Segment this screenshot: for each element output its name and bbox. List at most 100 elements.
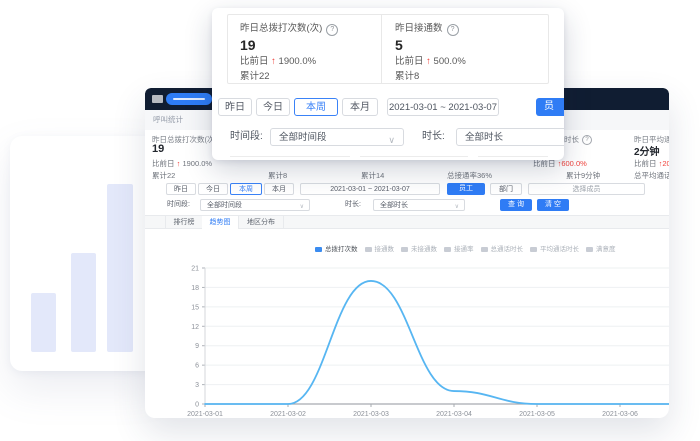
employee-button[interactable]: 员工	[447, 183, 485, 195]
help-icon[interactable]: ?	[326, 24, 339, 36]
member-select-input[interactable]: 选择成员	[528, 183, 645, 195]
popup-stat-box: 昨日总拨打次数(次)? 19 比前日 ↑ 1900.0% 累计22 昨日接通数?…	[227, 14, 549, 84]
chart-legend: 总拨打次数 接通数 未接通数 接通率 总通话时长 平均通话时长 满意度	[315, 238, 623, 253]
x-axis-label: 2021-03-01	[187, 411, 223, 418]
period-select[interactable]: 全部时间段 ∨	[270, 128, 404, 146]
stat-total: 累计22	[240, 71, 270, 82]
tab-bar: 排行榜 趋势图 地区分布	[145, 215, 669, 229]
legend-marker	[315, 246, 322, 252]
y-axis-label: 0	[195, 402, 199, 409]
help-icon[interactable]: ?	[582, 135, 592, 145]
x-axis-label: 2021-03-05	[519, 411, 555, 418]
employee-button-clipped[interactable]: 员	[536, 98, 564, 116]
clear-button[interactable]: 清 空	[537, 199, 569, 211]
range-week-button[interactable]: 本周	[294, 98, 338, 116]
legend-item[interactable]: 总拨打次数	[315, 246, 358, 253]
x-axis-label: 2021-03-02	[270, 411, 306, 418]
duration-label: 时长:	[345, 201, 361, 208]
background-bar	[107, 184, 133, 352]
period-label: 时间段:	[167, 201, 190, 208]
stat-value: 19	[240, 37, 256, 53]
legend-marker	[586, 246, 593, 252]
range-month-button[interactable]: 本月	[342, 98, 378, 116]
range-month-button[interactable]: 本月	[264, 183, 294, 195]
department-button[interactable]: 部门	[490, 183, 522, 195]
chevron-down-icon: ∨	[454, 204, 459, 210]
date-range-input[interactable]: 2021-03-01 ~ 2021-03-07	[300, 183, 440, 195]
stat-compare: 比前日 ↑600.0%	[533, 159, 587, 168]
range-yesterday-button[interactable]: 昨日	[218, 98, 252, 116]
stat-label: 昨日平均通	[634, 135, 669, 144]
stat-label: 时长?	[564, 134, 592, 145]
search-button[interactable]: 查 询	[500, 199, 532, 211]
up-arrow-icon: ↑	[658, 159, 663, 168]
up-arrow-icon: ↑	[426, 56, 431, 67]
legend-marker	[530, 246, 537, 252]
legend-item[interactable]: 接通数	[364, 246, 394, 253]
stat-total: 累计14	[361, 171, 385, 180]
date-range-input[interactable]: 2021-03-01 ~ 2021-03-07	[387, 98, 499, 116]
stat-total: 累计8	[395, 71, 420, 82]
legend-item[interactable]: 满意度	[586, 246, 616, 253]
x-axis-label: 2021-03-06	[602, 411, 638, 418]
clipped-row-fragment	[230, 156, 350, 157]
stat-total: 累计22	[152, 171, 176, 180]
legend-marker	[480, 246, 488, 252]
stat-card-dials: 昨日总拨打次数(次)? 19 比前日 ↑ 1900.0% 累计22	[228, 15, 382, 83]
range-yesterday-button[interactable]: 昨日	[166, 183, 196, 195]
stat-total: 总平均通话	[634, 171, 669, 180]
y-axis-label: 12	[191, 324, 199, 331]
stat-value: 5	[395, 37, 403, 53]
clipped-row-fragment	[360, 156, 468, 157]
legend-item[interactable]: 未接通数	[401, 246, 437, 253]
duration-select[interactable]: 全部时长 ∨	[373, 199, 465, 211]
stat-value: 19	[152, 143, 165, 155]
chevron-down-icon: ∨	[388, 135, 395, 145]
up-arrow-icon: ↑	[271, 56, 276, 67]
legend-item[interactable]: 接通率	[444, 246, 474, 253]
legend-item[interactable]: 平均通话时长	[530, 246, 579, 253]
period-select[interactable]: 全部时间段 ∨	[200, 199, 310, 211]
y-axis-label: 6	[195, 363, 199, 370]
x-axis-label: 2021-03-03	[353, 411, 389, 418]
legend-item[interactable]: 总通话时长	[480, 246, 523, 253]
stat-card-connected: 昨日接通数? 5 比前日 ↑ 500.0% 累计8	[383, 15, 548, 83]
top-bar-badge	[166, 93, 212, 105]
y-axis-label: 21	[191, 266, 199, 273]
x-axis-label: 2021-03-04	[436, 411, 472, 418]
legend-marker	[401, 246, 408, 252]
background-bar	[31, 293, 56, 352]
stat-compare: 比前日 ↑ 1900.0%	[152, 159, 213, 168]
y-axis-label: 9	[195, 343, 199, 350]
trend-line	[204, 280, 669, 405]
stat-total: 累计8	[268, 171, 288, 180]
range-today-button[interactable]: 今日	[256, 98, 290, 116]
stat-total: 总接通率36%	[447, 171, 493, 180]
y-axis-label: 15	[191, 304, 199, 311]
top-bar-text-fragment	[152, 95, 163, 103]
clipped-row-fragment	[478, 156, 548, 157]
y-axis-label: 18	[191, 285, 199, 292]
stat-value: 2分钟	[634, 147, 660, 158]
duration-select[interactable]: 全部时长	[456, 128, 564, 146]
up-arrow-icon: ↑	[176, 159, 181, 168]
period-label: 时间段:	[230, 131, 263, 142]
range-today-button[interactable]: 今日	[198, 183, 228, 195]
range-week-button[interactable]: 本周	[230, 183, 262, 195]
chevron-down-icon: ∨	[299, 204, 304, 210]
stat-total: 累计9分钟	[566, 171, 601, 180]
help-icon[interactable]: ?	[446, 24, 459, 36]
trend-chart: 0 3 6 9 12 15 18 21 2021-03-01 2021-03-02 2021-03-…	[187, 266, 669, 418]
legend-marker	[364, 246, 372, 252]
legend-marker	[444, 246, 451, 252]
duration-label: 时长:	[422, 131, 445, 142]
stats-popup: 昨日总拨打次数(次)? 19 比前日 ↑ 1900.0% 累计22 昨日接通数?…	[212, 8, 564, 160]
stat-compare: 比前日 ↑20	[634, 159, 669, 168]
tab-region[interactable]: 地区分布	[239, 216, 284, 229]
background-bar	[71, 253, 96, 352]
background-card	[10, 136, 163, 371]
up-arrow-icon: ↑	[557, 159, 562, 168]
y-axis-label: 3	[195, 382, 199, 389]
tab-ranking[interactable]: 排行榜	[165, 216, 203, 229]
tab-trend[interactable]: 趋势图	[202, 216, 239, 229]
